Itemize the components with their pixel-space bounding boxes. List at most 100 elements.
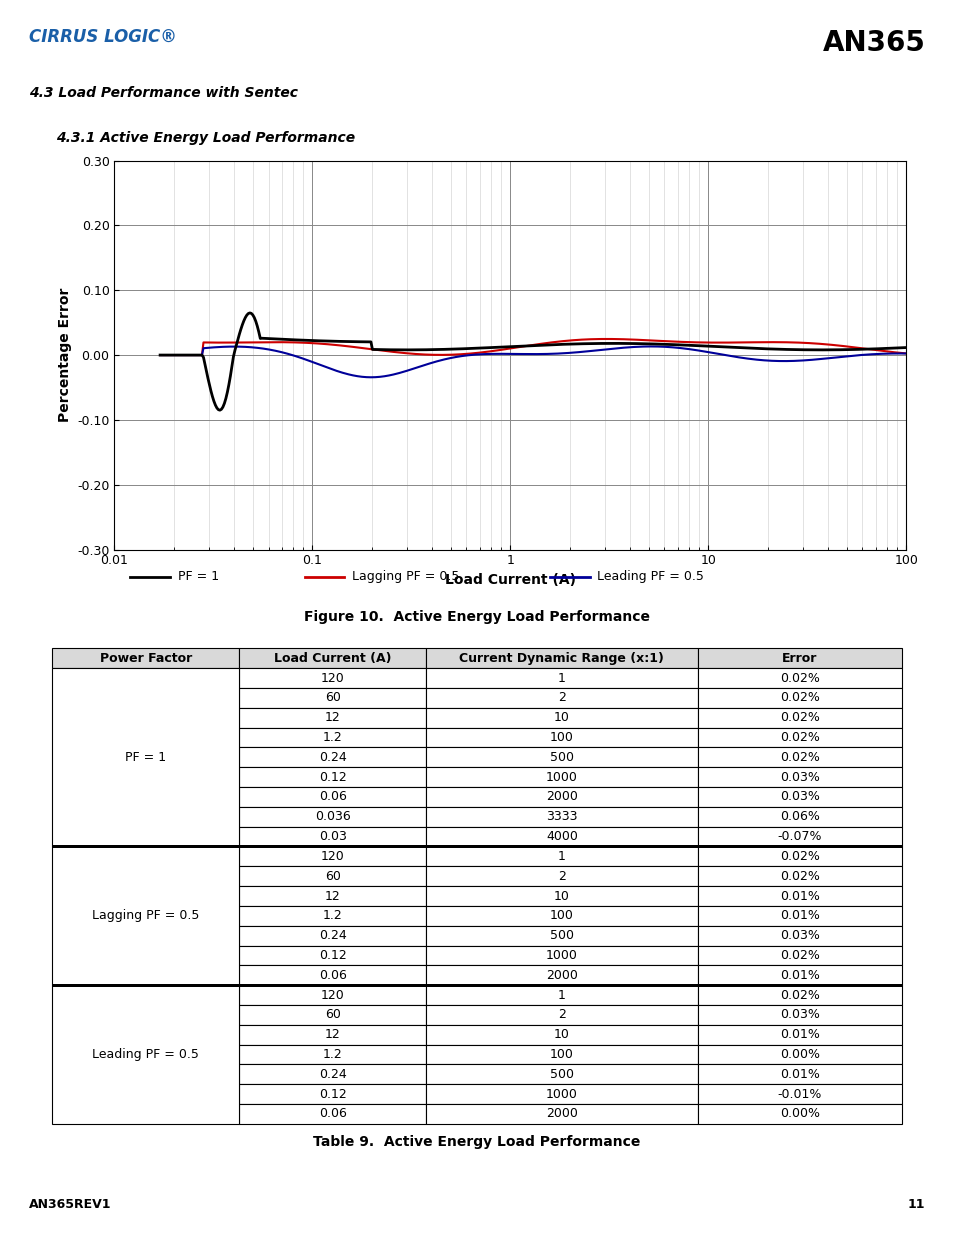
Bar: [697, 767, 901, 787]
Bar: [52, 668, 239, 846]
Text: 60: 60: [324, 1009, 340, 1021]
Bar: [697, 1065, 901, 1084]
Text: 2: 2: [558, 869, 565, 883]
Text: 0.02%: 0.02%: [779, 751, 819, 763]
Bar: [697, 966, 901, 986]
Text: 0.01%: 0.01%: [779, 968, 819, 982]
Text: 0.02%: 0.02%: [779, 869, 819, 883]
Text: AN365: AN365: [821, 30, 924, 57]
Bar: [697, 708, 901, 727]
Text: 12: 12: [324, 1029, 340, 1041]
Text: Load Current (A): Load Current (A): [274, 652, 391, 664]
Text: Figure 10.  Active Energy Load Performance: Figure 10. Active Energy Load Performanc…: [304, 610, 649, 624]
Text: 0.03: 0.03: [318, 830, 346, 844]
Bar: [426, 688, 697, 708]
Text: 1000: 1000: [545, 771, 578, 784]
Bar: [697, 826, 901, 846]
Text: 2000: 2000: [545, 968, 578, 982]
Bar: [239, 946, 426, 966]
Text: 0.01%: 0.01%: [779, 1068, 819, 1081]
Bar: [426, 806, 697, 826]
Text: 4000: 4000: [545, 830, 578, 844]
Text: 1: 1: [558, 672, 565, 684]
Bar: [426, 946, 697, 966]
Text: 0.12: 0.12: [318, 948, 346, 962]
Text: 0.12: 0.12: [318, 1088, 346, 1100]
Text: 60: 60: [324, 692, 340, 704]
Bar: [239, 727, 426, 747]
Bar: [426, 648, 697, 668]
Bar: [426, 1005, 697, 1025]
Bar: [426, 906, 697, 926]
Text: 100: 100: [549, 909, 574, 923]
Bar: [697, 648, 901, 668]
Text: 0.03%: 0.03%: [779, 929, 819, 942]
Text: 0.02%: 0.02%: [779, 692, 819, 704]
Text: 0.02%: 0.02%: [779, 948, 819, 962]
Bar: [52, 648, 239, 668]
Bar: [239, 1065, 426, 1084]
Bar: [239, 887, 426, 906]
Text: 500: 500: [549, 751, 574, 763]
Text: 2: 2: [558, 1009, 565, 1021]
Text: 0.00%: 0.00%: [779, 1049, 819, 1061]
Text: CIRRUS LOGIC®: CIRRUS LOGIC®: [29, 28, 176, 46]
Text: 12: 12: [324, 889, 340, 903]
Text: -0.07%: -0.07%: [777, 830, 821, 844]
Bar: [239, 1084, 426, 1104]
Text: PF = 1: PF = 1: [177, 571, 219, 583]
Y-axis label: Percentage Error: Percentage Error: [57, 288, 71, 422]
Text: 10: 10: [554, 1029, 569, 1041]
Text: 11: 11: [907, 1198, 924, 1210]
Text: 1000: 1000: [545, 948, 578, 962]
Text: 1.2: 1.2: [322, 731, 342, 743]
Bar: [239, 846, 426, 866]
Text: 0.02%: 0.02%: [779, 988, 819, 1002]
Bar: [239, 986, 426, 1005]
Text: 0.01%: 0.01%: [779, 889, 819, 903]
Text: AN365REV1: AN365REV1: [29, 1198, 111, 1210]
Bar: [697, 926, 901, 946]
Text: 1.2: 1.2: [322, 909, 342, 923]
Bar: [697, 1084, 901, 1104]
Text: Error: Error: [781, 652, 817, 664]
Text: 0.02%: 0.02%: [779, 731, 819, 743]
Bar: [426, 986, 697, 1005]
Bar: [239, 806, 426, 826]
Text: 0.12: 0.12: [318, 771, 346, 784]
Bar: [239, 747, 426, 767]
Bar: [697, 747, 901, 767]
Text: 1000: 1000: [545, 1088, 578, 1100]
Text: 0.06: 0.06: [318, 968, 346, 982]
Bar: [239, 826, 426, 846]
Bar: [426, 1065, 697, 1084]
Bar: [239, 906, 426, 926]
Text: 2000: 2000: [545, 790, 578, 804]
Bar: [52, 846, 239, 986]
Text: 0.02%: 0.02%: [779, 711, 819, 724]
Text: 500: 500: [549, 929, 574, 942]
Bar: [697, 946, 901, 966]
Text: 1.2: 1.2: [322, 1049, 342, 1061]
Bar: [426, 966, 697, 986]
Text: PF = 1: PF = 1: [125, 751, 166, 763]
Text: 0.01%: 0.01%: [779, 909, 819, 923]
Bar: [697, 906, 901, 926]
Bar: [52, 984, 901, 987]
Text: 3333: 3333: [545, 810, 578, 824]
Bar: [697, 986, 901, 1005]
Bar: [697, 887, 901, 906]
Bar: [52, 986, 239, 1124]
Bar: [697, 1104, 901, 1124]
Bar: [426, 668, 697, 688]
Bar: [697, 787, 901, 806]
Text: 0.06: 0.06: [318, 790, 346, 804]
Bar: [426, 1045, 697, 1065]
X-axis label: Load Current (A): Load Current (A): [444, 573, 576, 587]
Bar: [426, 826, 697, 846]
Text: 0.03%: 0.03%: [779, 1009, 819, 1021]
Text: 2: 2: [558, 692, 565, 704]
Text: 0.02%: 0.02%: [779, 672, 819, 684]
Text: 500: 500: [549, 1068, 574, 1081]
Text: 10: 10: [554, 889, 569, 903]
